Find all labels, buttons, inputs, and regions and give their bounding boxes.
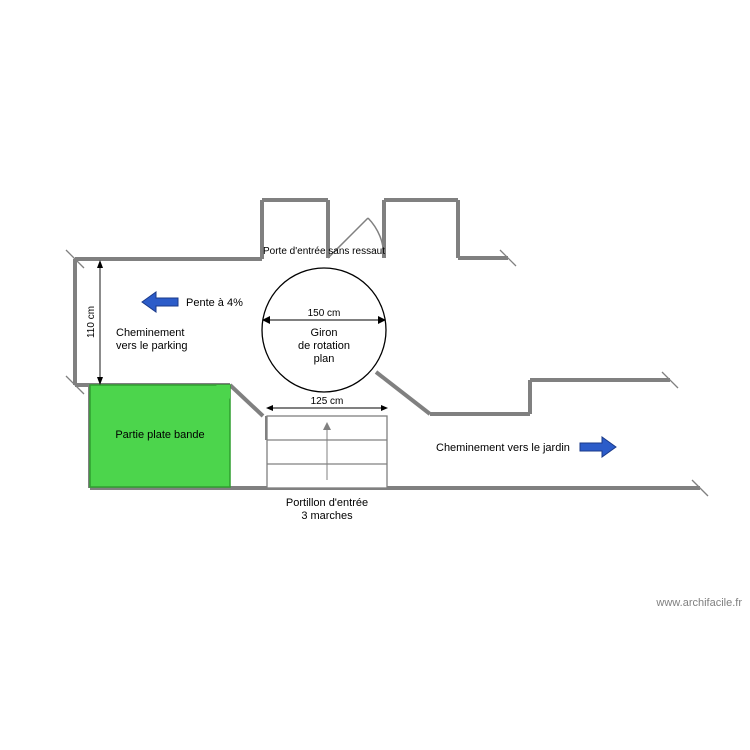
parking-label-2: vers le parking <box>116 340 188 352</box>
slope-label: Pente à 4% <box>186 297 243 309</box>
circle-dimension: 150 cm <box>308 308 341 319</box>
plate-bande-label: Partie plate bande <box>115 429 204 441</box>
circle-label-2: de rotation <box>298 340 350 352</box>
watermark: www.archifacile.fr <box>655 597 742 609</box>
rotation-circle: 150 cm Giron de rotation plan <box>262 268 386 392</box>
floorplan-diagram: 150 cm Giron de rotation plan Partie pla… <box>0 0 750 750</box>
steps-dimension: 125 cm <box>311 396 344 407</box>
portillon-label-1: Portillon d'entrée <box>286 497 368 509</box>
parking-label-1: Cheminement <box>116 327 184 339</box>
entry-steps: 125 cm <box>266 396 388 488</box>
arrow-right <box>580 437 616 457</box>
portillon-label-2: 3 marches <box>301 510 353 522</box>
circle-label-1: Giron <box>311 327 338 339</box>
dim-110: 110 cm <box>86 260 103 385</box>
dim-110-label: 110 cm <box>86 306 97 338</box>
door-label: Porte d'entrée sans ressaut <box>263 246 385 257</box>
jardin-label: Cheminement vers le jardin <box>436 442 570 454</box>
arrow-left <box>142 292 178 312</box>
circle-label-3: plan <box>314 353 335 365</box>
plate-bande: Partie plate bande <box>90 385 230 487</box>
